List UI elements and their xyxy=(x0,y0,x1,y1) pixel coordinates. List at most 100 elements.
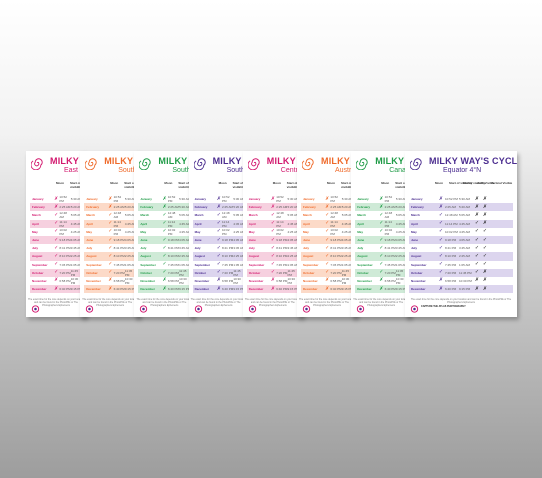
month-label: January xyxy=(194,197,207,202)
end-time: 5:20 AM xyxy=(341,205,353,210)
vertical-visible-icon: ✓ xyxy=(482,228,488,235)
sheet-subtitle: Australia xyxy=(335,167,357,174)
poster-sheet: MILKY WAY'S CYCLECanada Moon Start of visi… xyxy=(351,151,412,317)
month-label: August xyxy=(140,254,151,259)
table-row: June ✓ 9:18 PM 4:05 AM xyxy=(301,235,353,245)
start-time: 6:40 PM xyxy=(222,287,234,292)
start-time: 10:02 PM xyxy=(445,229,458,234)
end-time: 4:05 AM xyxy=(459,238,471,243)
start-time: 2:25 AM xyxy=(167,205,179,210)
end-time: 9:15 PM xyxy=(233,287,245,292)
start-time: 10:02 PM xyxy=(59,227,67,236)
footer-note: The exact time for the core depends on y… xyxy=(299,298,355,307)
table-row: January ✗ 10:52 PM 5:30 AM xyxy=(138,195,190,203)
column-header: Start of visibility xyxy=(124,181,137,189)
month-label: July xyxy=(357,246,364,251)
end-time: 5:20 AM xyxy=(124,205,136,210)
moon-mark-icon: ✓ xyxy=(108,252,113,259)
table-row: November ✗ 6:58 PM 10:30 PM xyxy=(193,277,245,285)
start-time: 8:41 PM xyxy=(445,246,457,251)
table-row: December ✗ 6:40 PM 9:15 PM xyxy=(192,285,245,294)
brand-logo-icon xyxy=(357,305,365,313)
month-label: August xyxy=(303,254,314,259)
end-time: 4:05 AM xyxy=(395,238,407,243)
vertical-visible-icon: ✗ xyxy=(482,269,488,276)
table-row: October ✓ 7:20 PM 11:45 PM ✓ ✗ xyxy=(409,268,513,277)
sheet-subtitle: Southwest xyxy=(118,167,140,174)
end-time: 4:05 AM xyxy=(124,238,136,243)
moon-mark-icon: ✓ xyxy=(438,269,444,276)
month-label: September xyxy=(303,262,319,267)
vertical-visible-icon: ✗ xyxy=(482,211,488,218)
moon-mark-icon: ✓ xyxy=(379,269,384,276)
end-time: 1:05 AM xyxy=(70,262,82,267)
moon-mark-icon: ✓ xyxy=(108,220,113,227)
moon-mark-icon: ✗ xyxy=(379,277,384,284)
start-time: 6:40 PM xyxy=(330,287,342,292)
vertical-visible-icon: ✓ xyxy=(482,236,488,243)
start-time: 9:18 PM xyxy=(167,238,179,243)
month-label: August xyxy=(32,254,43,259)
start-time: 7:20 PM xyxy=(445,270,457,275)
start-time: 7:45 PM xyxy=(330,262,342,267)
month-label: July xyxy=(140,246,147,251)
moon-mark-icon: ✓ xyxy=(54,220,59,227)
table-row: April ✓ 11:14 PM 4:45 AM xyxy=(192,219,245,228)
end-time: 10:30 PM xyxy=(124,276,133,285)
end-time: 1:05 AM xyxy=(287,262,299,267)
galaxy-spiral-icon xyxy=(247,158,260,170)
end-time: 3:45 AM xyxy=(287,246,299,251)
start-time: 2:25 AM xyxy=(276,205,288,210)
start-time: 8:41 PM xyxy=(167,246,179,251)
end-time: 9:15 PM xyxy=(70,287,82,292)
start-time: 8:10 PM xyxy=(330,254,342,259)
moon-mark-icon: ✓ xyxy=(379,252,384,259)
end-time: 4:45 AM xyxy=(459,221,471,226)
month-label: February xyxy=(140,205,154,210)
end-time: 10:30 PM xyxy=(179,276,187,285)
moon-mark-icon: ✓ xyxy=(325,220,330,227)
moon-mark-icon: ✓ xyxy=(54,211,59,218)
moon-mark-icon: ✓ xyxy=(325,252,330,259)
table-row: August ✓ 8:10 PM 2:25 AM xyxy=(30,252,82,261)
end-time: 11:45 PM xyxy=(287,268,295,277)
galaxy-spiral-icon xyxy=(31,158,43,170)
table-row: March ✓ 12:48 AM 5:05 AM xyxy=(355,211,407,219)
table-row: August ✓ 8:10 PM 2:25 AM xyxy=(138,252,191,261)
vertical-visible-icon: ✗ xyxy=(482,277,488,284)
table-row: April ✓ 11:14 PM 4:45 AM xyxy=(30,219,82,228)
moon-mark-icon: ✓ xyxy=(54,228,59,235)
start-time: 8:41 PM xyxy=(222,246,234,251)
moon-mark-icon: ✓ xyxy=(216,269,221,276)
month-label: December xyxy=(32,287,47,292)
moon-mark-icon: ✓ xyxy=(216,220,221,227)
moon-mark-icon: ✗ xyxy=(216,285,221,292)
month-table: January ✗ 10:52 PM 5:30 AM February ✗ 2:25 AM 5… xyxy=(246,195,299,294)
column-header: Start of visibility xyxy=(341,181,354,189)
poster-sheet: MILKY WAY'S CYCLESouth Europe Moon Start o… xyxy=(188,151,249,317)
month-label: May xyxy=(248,229,255,234)
month-label: September xyxy=(32,262,48,267)
month-label: November xyxy=(194,278,210,283)
month-label: August xyxy=(357,254,368,259)
column-header: Start of visibility xyxy=(232,181,245,189)
moon-mark-icon: ✗ xyxy=(270,195,276,202)
column-header: Start of visibility xyxy=(286,181,299,189)
month-label: January xyxy=(357,197,369,202)
start-time: 6:58 PM xyxy=(113,278,125,283)
brand-logo-icon xyxy=(410,305,419,313)
table-row: September ✓ 7:45 PM 1:05 AM xyxy=(84,261,136,269)
table-row: May ✓ 10:02 PM 4:25 AM xyxy=(247,228,299,236)
table-row: September ✓ 7:45 PM 1:05 AM xyxy=(355,261,407,269)
moon-mark-icon: ✗ xyxy=(438,285,444,292)
month-label: December xyxy=(411,287,426,292)
start-time: 9:18 PM xyxy=(59,238,71,243)
start-time: 7:45 PM xyxy=(59,262,71,267)
end-time: 4:45 AM xyxy=(179,221,191,226)
arch-visible-icon: ✓ xyxy=(474,236,480,243)
vertical-visible-icon: ✓ xyxy=(482,261,488,268)
end-time: 4:05 AM xyxy=(233,238,245,243)
moon-mark-icon: ✓ xyxy=(379,228,384,235)
end-time: 4:25 AM xyxy=(233,229,245,234)
arch-visible-icon: ✗ xyxy=(474,285,480,292)
